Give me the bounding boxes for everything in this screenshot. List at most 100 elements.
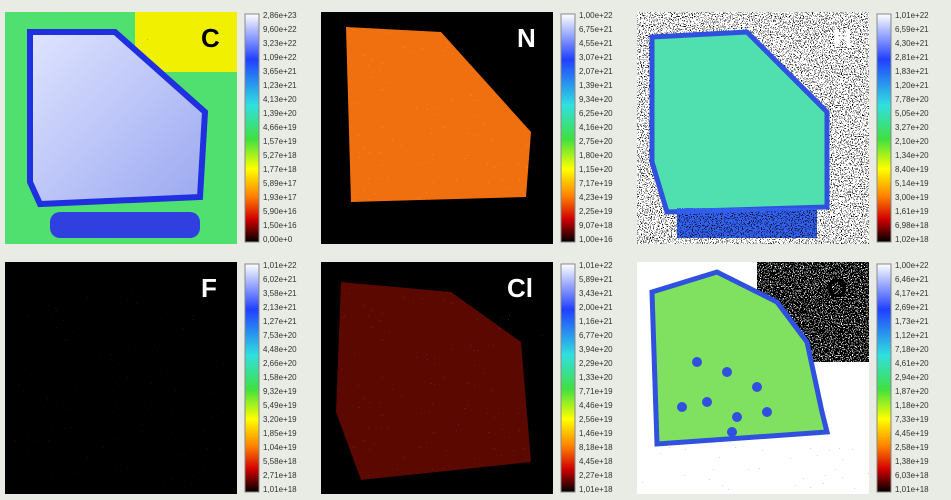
colorbar-label: 7,53e+20 xyxy=(263,331,297,340)
colorbar-label: 2,66e+20 xyxy=(263,359,297,368)
colorbar-label: 5,27e+18 xyxy=(263,151,297,160)
colorbar-label: 2,71e+18 xyxy=(263,471,297,480)
colorbar-label: 2,75e+20 xyxy=(579,137,613,146)
map: C xyxy=(5,12,237,244)
colorbar-label: 1,93e+17 xyxy=(263,193,297,202)
colorbar xyxy=(877,14,891,242)
map-region xyxy=(722,367,732,377)
colorbar xyxy=(561,14,575,242)
colorbar-label: 8,40e+19 xyxy=(895,165,929,174)
colorbar-label: 1,02e+18 xyxy=(895,235,929,244)
colorbar-label: 5,90e+16 xyxy=(263,207,297,216)
colorbar-label: 8,18e+18 xyxy=(579,443,613,452)
colorbar-label: 6,98e+18 xyxy=(895,221,929,230)
panel-label: F xyxy=(201,273,217,303)
colorbar-label: 4,55e+21 xyxy=(579,39,613,48)
colorbar-label: 4,16e+20 xyxy=(579,123,613,132)
colorbar-label: 4,46e+19 xyxy=(579,401,613,410)
colorbar-label: 4,48e+20 xyxy=(263,345,297,354)
colorbar-label: 2,27e+18 xyxy=(579,471,613,480)
colorbar-label: 0,00e+0 xyxy=(263,235,293,244)
colorbar-label: 1,01e+22 xyxy=(263,261,297,270)
map: O xyxy=(637,262,869,494)
colorbar-label: 3,58e+21 xyxy=(263,289,297,298)
colorbar-label: 1,27e+21 xyxy=(263,317,297,326)
colorbar-label: 1,09e+22 xyxy=(263,53,297,62)
colorbar-label: 1,12e+21 xyxy=(895,331,929,340)
colorbar-label: 3,00e+19 xyxy=(895,193,929,202)
colorbar-label: 6,03e+18 xyxy=(895,471,929,480)
colorbar-label: 2,86e+23 xyxy=(263,11,297,20)
panel: H1,01e+226,59e+214,30e+212,81e+211,83e+2… xyxy=(637,11,929,244)
colorbar-label: 6,75e+21 xyxy=(579,25,613,34)
map-region xyxy=(762,407,772,417)
map-region xyxy=(145,17,205,62)
colorbar-label: 1,39e+20 xyxy=(263,109,297,118)
panel: F1,01e+226,02e+213,58e+212,13e+211,27e+2… xyxy=(5,261,297,494)
colorbar-label: 1,50e+16 xyxy=(263,221,297,230)
colorbar-label: 6,59e+21 xyxy=(895,25,929,34)
map-region xyxy=(727,427,737,437)
panel: Cl1,01e+225,89e+213,43e+212,00e+211,16e+… xyxy=(321,261,613,494)
colorbar-label: 1,01e+18 xyxy=(263,485,297,494)
colorbar-label: 7,33e+19 xyxy=(895,415,929,424)
colorbar-label: 5,05e+20 xyxy=(895,109,929,118)
colorbar-label: 3,20e+19 xyxy=(263,415,297,424)
colorbar-label: 1,58e+20 xyxy=(263,373,297,382)
map-region xyxy=(677,208,817,238)
colorbar-label: 5,89e+17 xyxy=(263,179,297,188)
panel: N1,00e+226,75e+214,55e+213,07e+212,07e+2… xyxy=(321,11,613,244)
colorbar-label: 2,00e+21 xyxy=(579,303,613,312)
colorbar-label: 1,00e+22 xyxy=(895,261,929,270)
colorbar-label: 4,23e+19 xyxy=(579,193,613,202)
colorbar-label: 5,89e+21 xyxy=(579,275,613,284)
colorbar-label: 3,23e+22 xyxy=(263,39,297,48)
colorbar-label: 1,61e+19 xyxy=(895,207,929,216)
colorbar-label: 2,25e+19 xyxy=(579,207,613,216)
colorbar-label: 6,46e+21 xyxy=(895,275,929,284)
map-region xyxy=(702,397,712,407)
map-region xyxy=(732,412,742,422)
colorbar-label: 2,56e+19 xyxy=(579,415,613,424)
colorbar-label: 1,38e+19 xyxy=(895,457,929,466)
panel-label: C xyxy=(201,23,220,53)
colorbar-label: 4,66e+19 xyxy=(263,123,297,132)
colorbar-label: 5,58e+18 xyxy=(263,457,297,466)
colorbar-label: 4,13e+20 xyxy=(263,95,297,104)
map-region xyxy=(692,357,702,367)
panel-label: O xyxy=(827,273,847,303)
map-region xyxy=(15,292,225,487)
colorbar-label: 1,01e+18 xyxy=(579,485,613,494)
panel: O1,00e+226,46e+214,17e+212,69e+211,73e+2… xyxy=(637,261,929,494)
page: {"panels": [ {"label": "C", "scale": ["2… xyxy=(0,0,951,500)
colorbar-label: 1,83e+21 xyxy=(895,67,929,76)
map: Cl xyxy=(321,262,553,494)
colorbar-label: 1,57e+19 xyxy=(263,137,297,146)
colorbar-label: 1,16e+21 xyxy=(579,317,613,326)
colorbar-label: 5,14e+19 xyxy=(895,179,929,188)
colorbar-label: 4,30e+21 xyxy=(895,39,929,48)
colorbar-label: 1,18e+20 xyxy=(895,401,929,410)
map-region xyxy=(471,302,551,362)
colorbar-label: 4,45e+18 xyxy=(579,457,613,466)
colorbar-label: 1,00e+22 xyxy=(579,11,613,20)
colorbar-label: 1,01e+18 xyxy=(895,485,929,494)
colorbar-label: 1,20e+21 xyxy=(895,81,929,90)
colorbar-label: 3,94e+20 xyxy=(579,345,613,354)
colorbar-label: 6,77e+20 xyxy=(579,331,613,340)
colorbar-label: 1,85e+19 xyxy=(263,429,297,438)
colorbar-label: 7,78e+20 xyxy=(895,95,929,104)
colorbar-label: 1,46e+19 xyxy=(579,429,613,438)
figure: C2,86e+239,60e+223,23e+221,09e+223,65e+2… xyxy=(0,0,951,500)
colorbar-label: 2,81e+21 xyxy=(895,53,929,62)
colorbar-label: 1,73e+21 xyxy=(895,317,929,326)
colorbar-label: 3,07e+21 xyxy=(579,53,613,62)
colorbar-label: 4,17e+21 xyxy=(895,289,929,298)
colorbar-label: 1,87e+20 xyxy=(895,387,929,396)
colorbar-label: 2,13e+21 xyxy=(263,303,297,312)
colorbar-label: 6,25e+20 xyxy=(579,109,613,118)
colorbar-label: 2,94e+20 xyxy=(895,373,929,382)
colorbar xyxy=(245,264,259,492)
colorbar-label: 1,77e+18 xyxy=(263,165,297,174)
panel-label: Cl xyxy=(507,273,533,303)
